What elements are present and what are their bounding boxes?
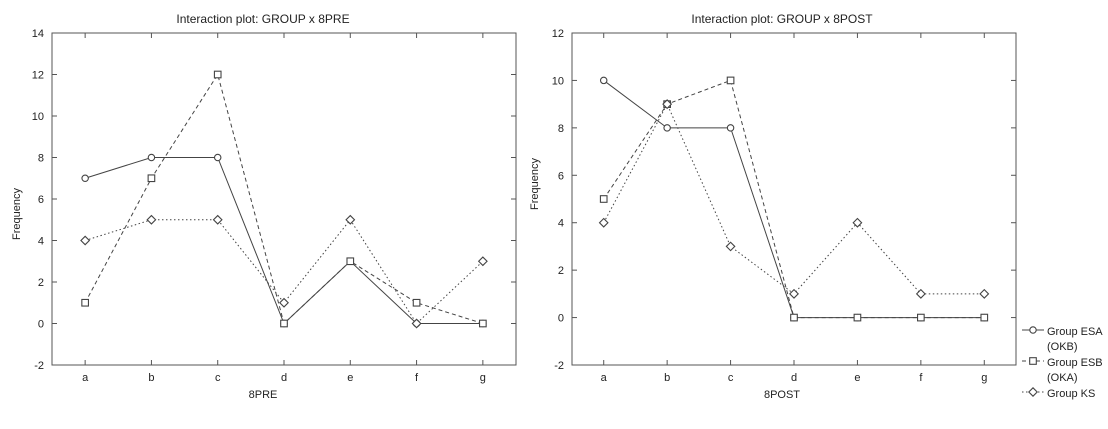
data-point xyxy=(663,124,671,132)
y-axis-label: Frequency xyxy=(11,188,23,240)
legend-key-marker xyxy=(1028,387,1038,397)
y-tick-label: 8 xyxy=(38,153,44,165)
legend-label-line: Group ESB xyxy=(1047,357,1103,369)
y-tick-label: 8 xyxy=(558,123,564,135)
data-point xyxy=(662,99,673,110)
legend-label-line: Group KS xyxy=(1047,388,1095,400)
data-point xyxy=(725,241,736,252)
x-tick-label: e xyxy=(854,372,860,384)
x-tick-label: a xyxy=(601,372,608,384)
x-tick-label: f xyxy=(415,372,419,384)
x-tick-label: b xyxy=(148,372,154,384)
y-tick-label: 0 xyxy=(38,319,44,331)
legend-label: Group KS xyxy=(1047,388,1095,400)
data-point xyxy=(212,214,223,225)
x-tick-label: f xyxy=(919,372,923,384)
data-point xyxy=(147,174,156,183)
x-axis-label: 8POST xyxy=(764,389,800,401)
x-tick-label: b xyxy=(664,372,670,384)
plot-frame xyxy=(51,32,517,366)
series-circle xyxy=(599,76,989,322)
data-point xyxy=(598,217,609,228)
data-point xyxy=(852,217,863,228)
y-tick-label: 12 xyxy=(32,70,44,82)
data-point xyxy=(411,318,422,329)
data-point xyxy=(477,256,488,267)
data-point xyxy=(346,257,355,266)
series-line xyxy=(84,73,484,325)
data-point xyxy=(345,214,356,225)
data-point xyxy=(81,298,89,307)
series-square xyxy=(599,76,989,322)
y-tick-label: 4 xyxy=(38,236,44,248)
data-point xyxy=(412,298,421,307)
data-point xyxy=(80,235,91,246)
y-tick-label: 10 xyxy=(32,111,44,123)
data-point xyxy=(279,297,289,308)
data-point xyxy=(146,214,157,225)
legend-label: Group ESB (OKA) xyxy=(1047,357,1106,384)
x-tick-label: g xyxy=(981,372,987,384)
y-tick-label: 0 xyxy=(558,313,564,325)
chart-8post: Interaction plot: GROUP x 8POST 8POST Fr… xyxy=(529,12,1017,401)
data-point xyxy=(789,288,799,299)
legend-key-marker xyxy=(1029,357,1037,365)
chart-title: Interaction plot: GROUP x 8PRE xyxy=(176,12,349,26)
series-square xyxy=(81,70,487,328)
data-point xyxy=(599,76,608,85)
data-point xyxy=(213,153,222,162)
y-tick-label: 4 xyxy=(558,218,564,230)
data-point xyxy=(280,319,288,328)
legend-label: Group ESA (OKB) xyxy=(1047,326,1105,353)
legend-label-line: (OKA) xyxy=(1047,372,1078,384)
x-tick-label: d xyxy=(791,372,797,384)
data-point xyxy=(599,195,608,203)
data-point xyxy=(915,288,926,299)
x-tick-label: c xyxy=(215,372,221,384)
y-tick-label: 6 xyxy=(38,194,44,206)
legend-key-marker xyxy=(1029,326,1037,334)
chart-title: Interaction plot: GROUP x 8POST xyxy=(691,12,873,26)
data-point xyxy=(726,76,735,85)
series-line xyxy=(603,103,985,295)
chart-8pre: Interaction plot: GROUP x 8PRE 8PRE Freq… xyxy=(11,12,517,401)
data-point xyxy=(980,313,989,322)
y-tick-label: 12 xyxy=(552,28,564,40)
data-point xyxy=(81,174,89,183)
data-point xyxy=(979,288,990,299)
series-diamond xyxy=(598,99,990,299)
x-tick-label: e xyxy=(347,372,353,384)
legend: Group ESA (OKB) Group ESB (OKA) Group KS xyxy=(1022,326,1106,400)
series-diamond xyxy=(80,214,488,329)
data-point xyxy=(853,313,862,322)
y-tick-label: 14 xyxy=(32,28,44,40)
data-point xyxy=(213,70,222,79)
x-tick-label: d xyxy=(281,372,287,384)
y-tick-label: 6 xyxy=(558,170,564,182)
x-axis-label: 8PRE xyxy=(249,389,278,401)
data-point xyxy=(917,313,925,322)
y-tick-label: 2 xyxy=(558,265,564,277)
y-tick-label: 10 xyxy=(552,75,564,87)
legend-label-line: Group ESA xyxy=(1047,326,1103,338)
y-axis-label: Frequency xyxy=(529,158,541,210)
y-tick-label: -2 xyxy=(34,360,44,372)
data-point xyxy=(479,319,487,328)
data-point xyxy=(147,153,156,162)
x-tick-label: g xyxy=(480,372,486,384)
x-tick-label: a xyxy=(82,372,89,384)
x-tick-label: c xyxy=(728,372,734,384)
legend-label-line: (OKB) xyxy=(1047,341,1078,353)
y-tick-label: 2 xyxy=(38,277,44,289)
y-tick-label: -2 xyxy=(554,360,564,372)
data-point xyxy=(790,313,798,322)
series-line xyxy=(84,218,484,325)
data-point xyxy=(726,124,735,132)
